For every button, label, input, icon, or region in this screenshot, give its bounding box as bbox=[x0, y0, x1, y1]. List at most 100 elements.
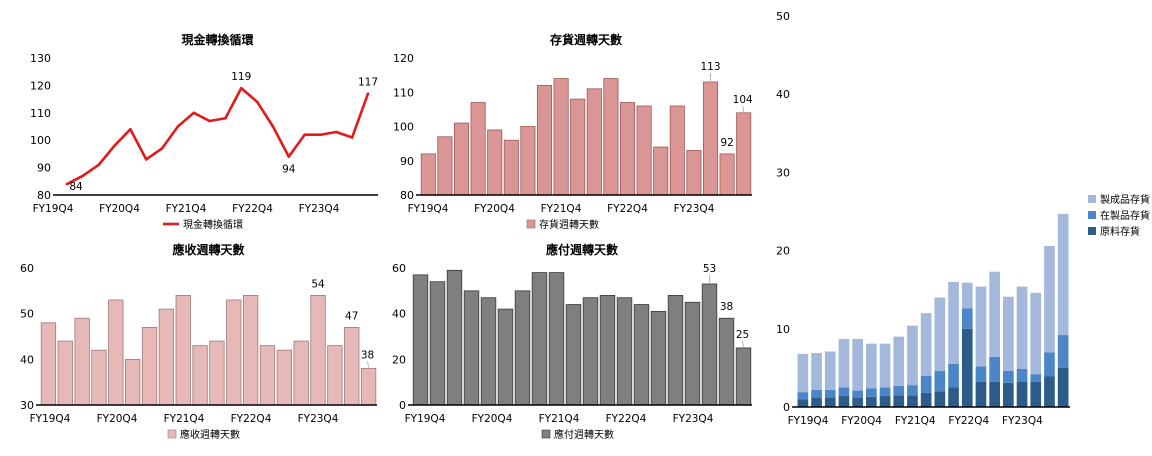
data-label: 53 bbox=[703, 263, 716, 275]
data-label-leader bbox=[742, 340, 744, 347]
bar bbox=[684, 301, 701, 406]
x-tick-label: FY22Q4 bbox=[607, 203, 648, 215]
line-point bbox=[350, 136, 354, 139]
bar bbox=[125, 358, 141, 406]
bar bbox=[582, 297, 599, 406]
y-tick-label: 80 bbox=[37, 189, 51, 202]
bar-segment bbox=[797, 392, 809, 400]
bar bbox=[276, 349, 292, 406]
x-tick-label: FY20Q4 bbox=[97, 413, 138, 425]
line-point bbox=[255, 100, 259, 104]
x-tick-label: FY20Q4 bbox=[474, 203, 515, 215]
line-point bbox=[335, 130, 338, 134]
y-tick-label: 60 bbox=[20, 262, 34, 275]
x-tick-label: FY21Q4 bbox=[541, 203, 582, 215]
bar bbox=[586, 88, 602, 196]
bar bbox=[141, 326, 158, 406]
data-label-leader bbox=[742, 105, 745, 112]
bar bbox=[470, 102, 486, 196]
legend-label: 現金轉換循環 bbox=[183, 218, 243, 231]
x-tick-label: FY23Q4 bbox=[1002, 415, 1043, 427]
bar-segment bbox=[907, 385, 918, 396]
data-label: 25 bbox=[736, 329, 749, 341]
bar bbox=[548, 272, 565, 406]
y-tick-label: 0 bbox=[783, 401, 790, 414]
y-tick-label: 90 bbox=[37, 162, 51, 175]
bar bbox=[633, 304, 650, 406]
legend-label: 原料存貨 bbox=[1100, 225, 1140, 238]
bar-segment bbox=[866, 388, 877, 397]
line-point bbox=[319, 133, 322, 137]
bar-segment bbox=[1044, 352, 1055, 377]
bar-segment bbox=[961, 308, 973, 329]
bar-segment bbox=[989, 381, 1000, 407]
x-tick-label: FY20Q4 bbox=[472, 413, 513, 425]
line-point bbox=[97, 163, 100, 167]
x-tick-label: FY22Q4 bbox=[606, 413, 647, 425]
x-tick-label: FY21Q4 bbox=[166, 203, 207, 215]
y-tick-label: 100 bbox=[30, 134, 51, 147]
bar-segment bbox=[907, 395, 918, 407]
bar-segment bbox=[1057, 335, 1069, 368]
y-tick-label: 50 bbox=[20, 308, 34, 321]
y-tick-label: 80 bbox=[400, 189, 414, 202]
bar bbox=[520, 126, 536, 196]
line-point bbox=[144, 158, 148, 161]
line-point bbox=[160, 147, 164, 150]
line-point bbox=[81, 174, 85, 178]
bar-segment bbox=[866, 396, 877, 407]
chart-dpo: 應付週轉天數 0 20 40 60 FY19Q4 FY20Q4 FY21Q4 FY22Q4 FY2… bbox=[392, 242, 752, 441]
bar bbox=[736, 112, 752, 196]
bar bbox=[226, 299, 242, 406]
x-tick-label: FY22Q4 bbox=[231, 413, 272, 425]
y-tick-label: 20 bbox=[392, 353, 406, 366]
bar-segment bbox=[961, 328, 973, 407]
bar bbox=[719, 153, 735, 196]
y-tick-label: 40 bbox=[392, 308, 406, 321]
y-tick-label: 120 bbox=[393, 52, 414, 65]
bar-segment bbox=[879, 387, 891, 397]
y-tick-label: 30 bbox=[20, 399, 34, 412]
y-tick-label: 110 bbox=[393, 86, 414, 99]
data-label: 113 bbox=[700, 61, 720, 73]
bar-segment bbox=[797, 399, 809, 407]
bar bbox=[701, 283, 718, 406]
bar-segment bbox=[1057, 367, 1069, 407]
data-label: 38 bbox=[361, 349, 374, 361]
x-tick-label: FY23Q4 bbox=[299, 203, 340, 215]
bar bbox=[650, 310, 667, 406]
bar bbox=[327, 345, 343, 406]
bar-segment bbox=[852, 338, 863, 391]
data-label: 47 bbox=[345, 310, 358, 322]
bar bbox=[412, 274, 429, 406]
bar bbox=[686, 150, 702, 196]
bar-segment bbox=[907, 325, 918, 386]
bar bbox=[242, 294, 259, 406]
bar-segment bbox=[797, 353, 809, 393]
y-tick-label: 50 bbox=[776, 10, 790, 23]
chart-title: 應付週轉天數 bbox=[546, 242, 618, 257]
x-tick-label: FY21Q4 bbox=[539, 413, 580, 425]
bar-segment bbox=[1030, 292, 1042, 375]
bar bbox=[531, 272, 548, 406]
legend-swatch bbox=[1088, 211, 1096, 219]
y-tick-label: 120 bbox=[30, 79, 51, 92]
bar-segment bbox=[1003, 382, 1014, 407]
bar-segment bbox=[811, 353, 822, 390]
y-tick-label: 10 bbox=[776, 323, 790, 336]
x-tick-label: FY21Q4 bbox=[895, 415, 936, 427]
bar bbox=[91, 349, 107, 406]
bar-segment bbox=[961, 282, 973, 309]
data-label-leader bbox=[367, 361, 369, 368]
legend-swatch bbox=[541, 429, 551, 439]
bar bbox=[480, 297, 497, 406]
y-tick-label: 110 bbox=[30, 107, 51, 120]
line-point bbox=[303, 133, 306, 137]
y-tick-label: 40 bbox=[20, 353, 34, 366]
bar-segment bbox=[948, 387, 959, 407]
x-tick-label: FY19Q4 bbox=[30, 413, 71, 425]
data-label: 94 bbox=[282, 164, 296, 176]
line-point bbox=[192, 111, 196, 115]
bar bbox=[158, 308, 175, 406]
